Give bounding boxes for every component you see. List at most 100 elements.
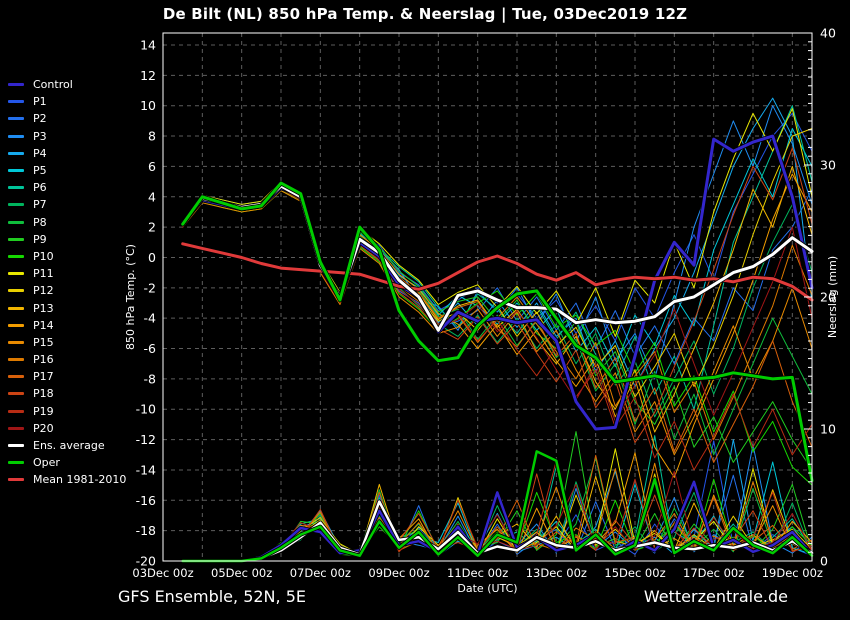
legend-label: P1 <box>33 95 47 109</box>
axis-label: Neerslag (mm) <box>826 256 839 338</box>
axis-label: 10 <box>140 98 156 113</box>
legend-label: P6 <box>33 181 47 195</box>
axis-label: 12 <box>140 68 156 83</box>
temp-line-P20 <box>182 188 813 422</box>
temp-line-Ens. average <box>181 184 814 332</box>
legend-swatch <box>8 203 24 207</box>
temp-line-P15 <box>182 190 813 456</box>
legend-item-p10: P10 <box>8 248 126 265</box>
legend-label: P18 <box>33 387 54 401</box>
chart-title: De Bilt (NL) 850 hPa Temp. & Neerslag | … <box>162 5 688 23</box>
legend-item-p7: P7 <box>8 196 126 213</box>
legend-swatch <box>8 289 24 293</box>
legend-swatch <box>8 323 24 327</box>
legend-item-ens-average: Ens. average <box>8 437 126 454</box>
legend-label: P8 <box>33 215 47 229</box>
axis-label: -12 <box>136 432 156 447</box>
axis-label: Date (UTC) <box>457 582 517 595</box>
axis-label: 17Dec 00z <box>683 566 744 580</box>
legend-label: Mean 1981-2010 <box>33 473 127 487</box>
axis-label: 8 <box>148 129 156 144</box>
legend-label: P9 <box>33 232 47 246</box>
axis-label: 2 <box>148 220 156 235</box>
legend-swatch <box>8 117 24 121</box>
legend-label: P10 <box>33 249 54 263</box>
legend-swatch <box>8 478 24 482</box>
legend-item-p8: P8 <box>8 214 126 231</box>
legend-swatch <box>8 237 24 241</box>
axis-label: 13Dec 00z <box>526 566 587 580</box>
legend-label: P13 <box>33 301 54 315</box>
legend-item-oper: Oper <box>8 454 126 471</box>
legend-swatch <box>8 444 24 448</box>
axis-label: 4 <box>148 189 156 204</box>
temp-line-P3 <box>182 105 813 380</box>
axis-label: 850 hPa Temp. (°C) <box>124 244 137 350</box>
legend-swatch <box>8 220 24 224</box>
axis-label: 15Dec 00z <box>604 566 665 580</box>
legend-swatch <box>8 134 24 138</box>
legend: Control P1 P2 P3 P4 P5 P6 P7 P8 P9 P10 P11 P12 P13 P14… <box>8 76 126 489</box>
legend-label: P12 <box>33 284 54 298</box>
legend-item-p12: P12 <box>8 282 126 299</box>
axis-label: -6 <box>144 341 157 356</box>
legend-label: P16 <box>33 353 54 367</box>
legend-swatch <box>8 254 24 258</box>
axis-label: 03Dec 00z <box>132 566 193 580</box>
axis-label: 0 <box>820 554 828 569</box>
legend-item-mean-1981-2010: Mean 1981-2010 <box>8 471 126 488</box>
legend-swatch <box>8 272 24 276</box>
legend-label: Control <box>33 78 73 92</box>
legend-item-p17: P17 <box>8 368 126 385</box>
axis-label: -8 <box>144 371 157 386</box>
legend-swatch <box>8 426 24 430</box>
axis-label: -2 <box>144 280 156 295</box>
legend-swatch <box>8 358 24 362</box>
footer-model-info: GFS Ensemble, 52N, 5E <box>118 587 306 606</box>
axis-label: 0 <box>148 250 156 265</box>
legend-item-p5: P5 <box>8 162 126 179</box>
legend-label: P17 <box>33 370 54 384</box>
temp-line-P16 <box>182 187 813 441</box>
legend-label: P14 <box>33 318 54 332</box>
precip-line-Oper <box>181 450 814 563</box>
axis-label: 20 <box>820 290 836 305</box>
axis-label: -14 <box>136 462 156 477</box>
legend-item-p9: P9 <box>8 231 126 248</box>
temp-line-Mean 1981-2010 <box>181 242 814 302</box>
legend-label: P7 <box>33 198 47 212</box>
axis-label: -20 <box>136 554 156 569</box>
legend-label: P4 <box>33 146 47 160</box>
temp-line-P19 <box>182 185 813 471</box>
legend-swatch <box>8 169 24 173</box>
axis-label: 05Dec 00z <box>211 566 272 580</box>
temp-line-P9 <box>182 182 813 471</box>
legend-swatch <box>8 392 24 396</box>
legend-label: P3 <box>33 129 47 143</box>
temp-line-P12 <box>182 128 813 398</box>
legend-label: P5 <box>33 164 47 178</box>
legend-item-p1: P1 <box>8 93 126 110</box>
legend-swatch <box>8 340 24 344</box>
legend-item-p3: P3 <box>8 128 126 145</box>
legend-item-p19: P19 <box>8 403 126 420</box>
axis-label: -16 <box>136 493 156 508</box>
legend-item-p18: P18 <box>8 385 126 402</box>
legend-swatch <box>8 83 24 87</box>
axis-label: 11Dec 00z <box>447 566 508 580</box>
legend-swatch <box>8 100 24 104</box>
temp-line-Oper <box>181 181 814 483</box>
axis-label: 10 <box>820 422 836 437</box>
legend-label: P19 <box>33 404 54 418</box>
legend-item-p20: P20 <box>8 420 126 437</box>
legend-swatch <box>8 186 24 190</box>
precip-line-Control <box>181 480 814 563</box>
temp-line-P10 <box>182 190 813 486</box>
legend-item-p14: P14 <box>8 317 126 334</box>
axis-label: -10 <box>136 402 156 417</box>
axis-label: -18 <box>136 523 156 538</box>
legend-item-control: Control <box>8 76 126 93</box>
axis-label: 6 <box>148 159 156 174</box>
legend-label: P2 <box>33 112 47 126</box>
